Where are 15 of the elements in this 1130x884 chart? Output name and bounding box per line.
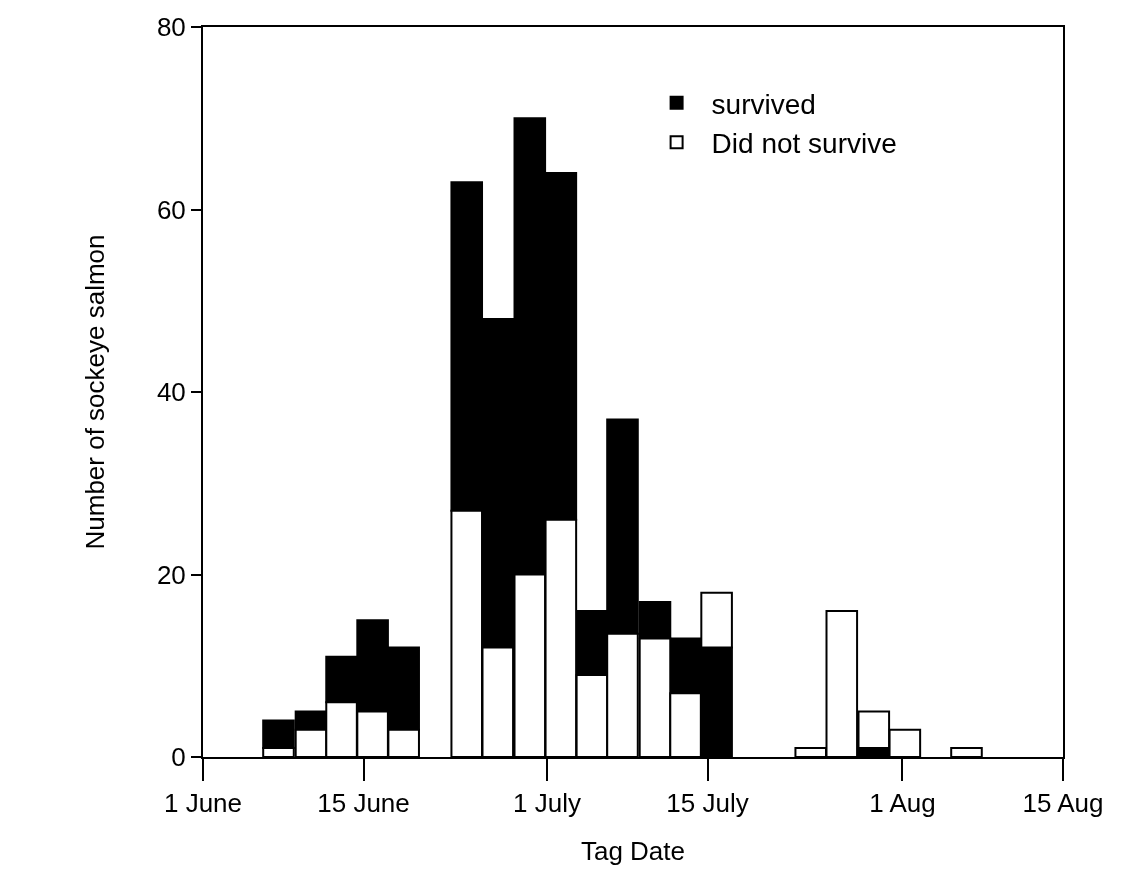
x-tick-label: 1 June	[163, 788, 243, 819]
legend-label: Did not survive	[711, 128, 897, 160]
x-tick-label: 1 July	[513, 788, 581, 819]
y-tick-label: 60	[156, 194, 186, 225]
y-tick-label: 80	[156, 12, 186, 43]
legend-label: survived	[711, 88, 816, 120]
y-tick-label: 20	[156, 559, 186, 590]
x-tick-label: 15 Aug	[1022, 788, 1104, 819]
x-axis-title: Tag Date	[580, 836, 686, 867]
y-tick-label: 40	[156, 377, 186, 408]
y-axis-title: Number of sockeye salmon	[79, 234, 110, 550]
x-tick-label: 15 July	[666, 788, 749, 819]
x-tick-label: 15 June	[317, 788, 410, 819]
y-tick-label: 0	[171, 742, 186, 773]
x-tick-label: 1 Aug	[869, 788, 936, 819]
